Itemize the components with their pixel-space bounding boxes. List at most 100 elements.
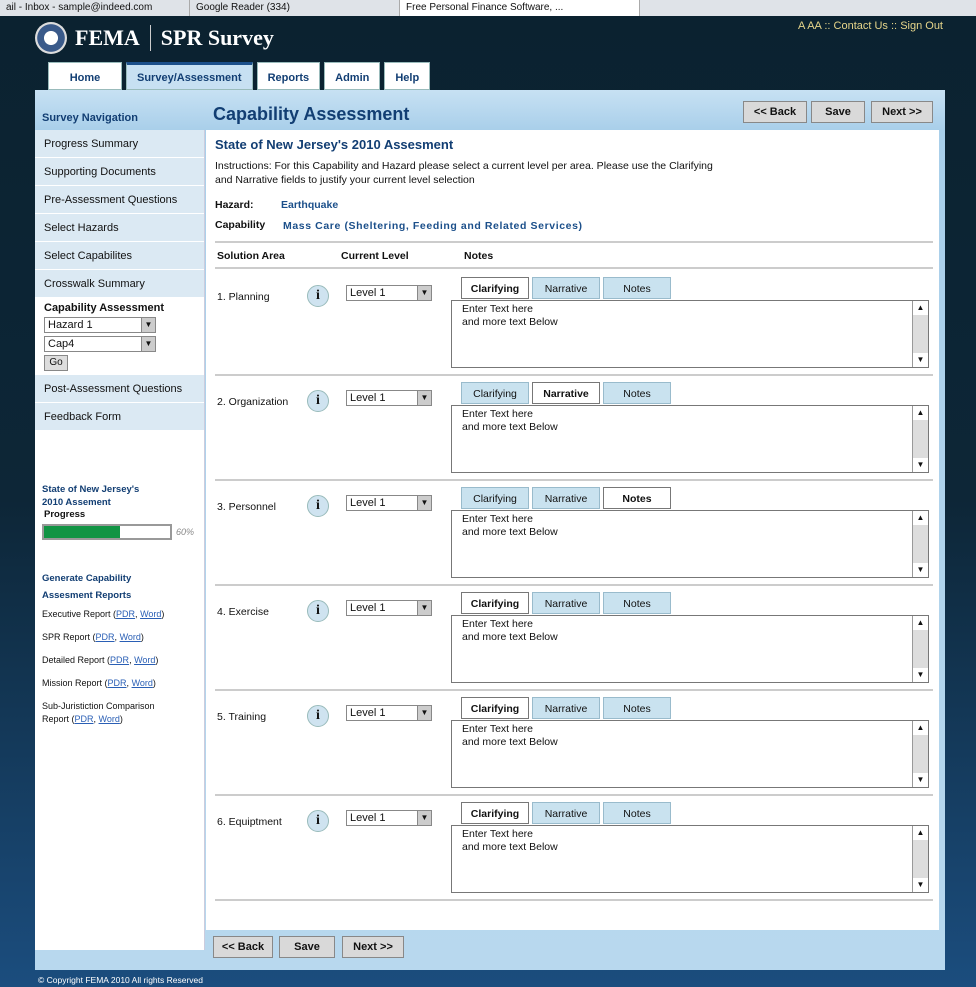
logo[interactable]: FEMA SPR Survey bbox=[35, 22, 274, 54]
info-icon[interactable]: i bbox=[307, 495, 329, 517]
level-select[interactable]: Level 1 ▼ bbox=[346, 600, 432, 616]
pdf-link[interactable]: PDR bbox=[107, 678, 127, 688]
scrollbar[interactable]: ▲ ▼ bbox=[912, 826, 928, 892]
next-button[interactable]: Next >> bbox=[871, 101, 933, 123]
back-button-bottom[interactable]: << Back bbox=[213, 936, 273, 958]
next-button-bottom[interactable]: Next >> bbox=[342, 936, 404, 958]
scroll-down-icon[interactable]: ▼ bbox=[913, 458, 928, 472]
save-button-bottom[interactable]: Save bbox=[279, 936, 335, 958]
scroll-down-icon[interactable]: ▼ bbox=[913, 878, 928, 892]
scroll-down-icon[interactable]: ▼ bbox=[913, 668, 928, 682]
scroll-up-icon[interactable]: ▲ bbox=[913, 301, 928, 315]
sidebar-item[interactable]: Feedback Form bbox=[35, 403, 204, 431]
save-button[interactable]: Save bbox=[811, 101, 865, 123]
text-size-link[interactable]: A AA bbox=[798, 20, 822, 32]
scroll-down-icon[interactable]: ▼ bbox=[913, 353, 928, 367]
go-button[interactable]: Go bbox=[44, 355, 68, 371]
tab-notes[interactable]: Notes bbox=[603, 592, 671, 614]
notes-textarea[interactable]: Enter Text here and more text Below ▲ ▼ bbox=[451, 825, 929, 893]
tab-clarifying[interactable]: Clarifying bbox=[461, 697, 529, 719]
scrollbar[interactable]: ▲ ▼ bbox=[912, 721, 928, 787]
notes-textarea[interactable]: Enter Text here and more text Below ▲ ▼ bbox=[451, 510, 929, 578]
notes-textarea[interactable]: Enter Text here and more text Below ▲ ▼ bbox=[451, 405, 929, 473]
nav-tab-reports[interactable]: Reports bbox=[256, 62, 321, 90]
notes-textarea[interactable]: Enter Text here and more text Below ▲ ▼ bbox=[451, 720, 929, 788]
sidebar-item[interactable]: Progress Summary bbox=[35, 130, 204, 158]
tab-notes[interactable]: Notes bbox=[603, 802, 671, 824]
tab-clarifying[interactable]: Clarifying bbox=[461, 802, 529, 824]
hazard-select[interactable]: Hazard 1 ▼ bbox=[44, 317, 156, 333]
top-links: A AA :: Contact Us :: Sign Out bbox=[798, 20, 943, 32]
scroll-up-icon[interactable]: ▲ bbox=[913, 616, 928, 630]
browser-tab[interactable]: Free Personal Finance Software, ... bbox=[400, 0, 640, 16]
back-button[interactable]: << Back bbox=[743, 101, 807, 123]
tab-narrative[interactable]: Narrative bbox=[532, 487, 600, 509]
scrollbar[interactable]: ▲ ▼ bbox=[912, 511, 928, 577]
notes-textarea[interactable]: Enter Text here and more text Below ▲ ▼ bbox=[451, 615, 929, 683]
scroll-up-icon[interactable]: ▲ bbox=[913, 406, 928, 420]
contact-us-link[interactable]: Contact Us bbox=[833, 20, 888, 32]
sidebar-item[interactable]: Pre-Assessment Questions bbox=[35, 186, 204, 214]
scroll-down-icon[interactable]: ▼ bbox=[913, 773, 928, 787]
scroll-up-icon[interactable]: ▲ bbox=[913, 826, 928, 840]
tab-clarifying[interactable]: Clarifying bbox=[461, 382, 529, 404]
progress-percent: 60% bbox=[176, 527, 195, 537]
level-select[interactable]: Level 1 ▼ bbox=[346, 705, 432, 721]
level-select[interactable]: Level 1 ▼ bbox=[346, 495, 432, 511]
tab-narrative[interactable]: Narrative bbox=[532, 382, 600, 404]
pdf-link[interactable]: PDR bbox=[95, 632, 115, 642]
tab-notes[interactable]: Notes bbox=[603, 382, 671, 404]
notes-tabs: Clarifying Narrative Notes bbox=[461, 382, 671, 404]
nav-tab-admin[interactable]: Admin bbox=[324, 62, 381, 90]
level-value: Level 1 bbox=[350, 602, 386, 614]
word-link[interactable]: Word bbox=[119, 632, 141, 642]
level-select[interactable]: Level 1 ▼ bbox=[346, 390, 432, 406]
pdf-link[interactable]: PDR bbox=[110, 655, 130, 665]
page-title: Capability Assessment bbox=[213, 104, 410, 124]
capability-select[interactable]: Cap4 ▼ bbox=[44, 336, 156, 352]
scrollbar[interactable]: ▲ ▼ bbox=[912, 616, 928, 682]
info-icon[interactable]: i bbox=[307, 285, 329, 307]
sidebar-item[interactable]: Supporting Documents bbox=[35, 158, 204, 186]
level-select[interactable]: Level 1 ▼ bbox=[346, 810, 432, 826]
word-link[interactable]: Word bbox=[131, 678, 153, 688]
browser-tab[interactable]: ail - Inbox - sample@indeed.com bbox=[0, 0, 190, 16]
pdf-link[interactable]: PDR bbox=[116, 609, 136, 619]
scroll-up-icon[interactable]: ▲ bbox=[913, 511, 928, 525]
word-link[interactable]: Word bbox=[98, 714, 120, 724]
scroll-up-icon[interactable]: ▲ bbox=[913, 721, 928, 735]
tab-narrative[interactable]: Narrative bbox=[532, 802, 600, 824]
scrollbar[interactable]: ▲ ▼ bbox=[912, 301, 928, 367]
info-icon[interactable]: i bbox=[307, 705, 329, 727]
browser-tab[interactable]: Google Reader (334) bbox=[190, 0, 400, 16]
sidebar-item[interactable]: Post-Assessment Questions bbox=[35, 375, 204, 403]
tab-notes[interactable]: Notes bbox=[603, 487, 671, 509]
notes-textarea[interactable]: Enter Text here and more text Below ▲ ▼ bbox=[451, 300, 929, 368]
sign-out-link[interactable]: Sign Out bbox=[900, 20, 943, 32]
nav-tab-survey-assessment[interactable]: Survey/Assessment bbox=[126, 62, 253, 90]
tab-narrative[interactable]: Narrative bbox=[532, 592, 600, 614]
scroll-down-icon[interactable]: ▼ bbox=[913, 563, 928, 577]
sidebar-item[interactable]: Crosswalk Summary bbox=[35, 270, 204, 298]
tab-clarifying[interactable]: Clarifying bbox=[461, 277, 529, 299]
info-icon[interactable]: i bbox=[307, 390, 329, 412]
word-link[interactable]: Word bbox=[140, 609, 162, 619]
progress-bar bbox=[42, 524, 172, 540]
nav-tab-help[interactable]: Help bbox=[384, 62, 431, 90]
sidebar-item[interactable]: Select Capabilites bbox=[35, 242, 204, 270]
word-link[interactable]: Word bbox=[134, 655, 156, 665]
tab-clarifying[interactable]: Clarifying bbox=[461, 592, 529, 614]
pdf-link[interactable]: PDR bbox=[74, 714, 94, 724]
tab-clarifying[interactable]: Clarifying bbox=[461, 487, 529, 509]
info-icon[interactable]: i bbox=[307, 810, 329, 832]
tab-narrative[interactable]: Narrative bbox=[532, 277, 600, 299]
tab-notes[interactable]: Notes bbox=[603, 697, 671, 719]
tab-notes[interactable]: Notes bbox=[603, 277, 671, 299]
nav-tab-home[interactable]: Home bbox=[48, 62, 122, 90]
level-select[interactable]: Level 1 ▼ bbox=[346, 285, 432, 301]
info-icon[interactable]: i bbox=[307, 600, 329, 622]
tab-narrative[interactable]: Narrative bbox=[532, 697, 600, 719]
sidebar-item[interactable]: Select Hazards bbox=[35, 214, 204, 242]
scrollbar[interactable]: ▲ ▼ bbox=[912, 406, 928, 472]
chevron-down-icon: ▼ bbox=[417, 811, 431, 825]
